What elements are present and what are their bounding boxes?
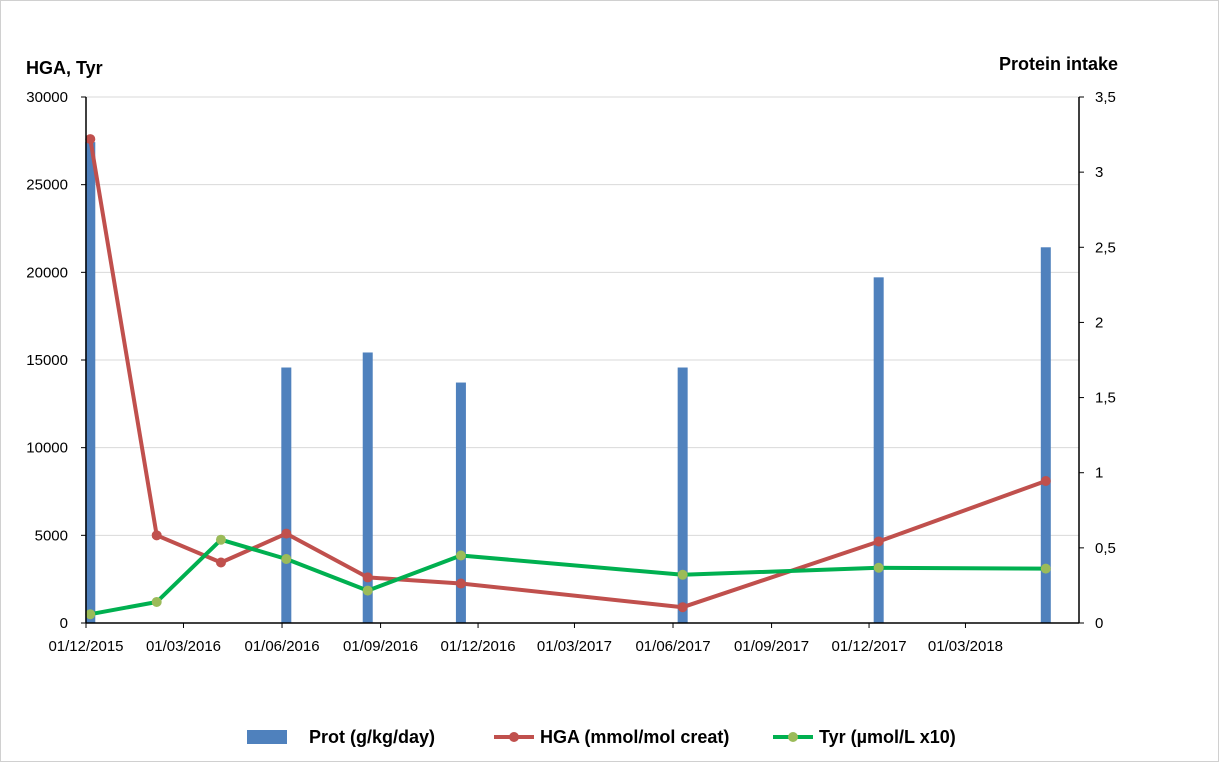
right-axis-tick-label: 2 bbox=[1095, 314, 1103, 331]
x-axis-tick-label: 01/12/2016 bbox=[441, 638, 516, 655]
tyr-point bbox=[281, 554, 292, 565]
left-axis-tick-label: 10000 bbox=[26, 440, 68, 457]
x-axis-tick-label: 01/12/2017 bbox=[832, 638, 907, 655]
left-axis-title: HGA, Tyr bbox=[26, 58, 103, 78]
hga-point bbox=[873, 536, 884, 547]
bar-series-layer bbox=[85, 142, 1051, 624]
tyr-point bbox=[85, 609, 96, 620]
right-axis-title: Protein intake bbox=[999, 54, 1118, 74]
axes: 0 5000 10000 15000 20000 25000 30000 0 0,5 1 1,5 2 2… bbox=[26, 89, 1116, 655]
x-axis-tick-label: 01/06/2017 bbox=[635, 638, 710, 655]
tyr-point bbox=[873, 562, 884, 573]
tyr-point bbox=[362, 585, 373, 596]
x-axis-tick-label: 01/03/2016 bbox=[146, 638, 221, 655]
legend-swatch-bar bbox=[247, 730, 287, 744]
hga-point bbox=[281, 528, 292, 539]
protein-bar bbox=[873, 277, 884, 623]
left-axis-tick-label: 5000 bbox=[35, 527, 68, 544]
legend-swatch-marker bbox=[788, 732, 798, 742]
x-axis-tick-label: 01/09/2017 bbox=[734, 638, 809, 655]
left-axis-tick-label: 25000 bbox=[26, 177, 68, 194]
x-axis-tick-label: 01/03/2018 bbox=[928, 638, 1003, 655]
right-axis-tick-label: 0,5 bbox=[1095, 540, 1116, 557]
right-axis-tick-label: 3,5 bbox=[1095, 89, 1116, 106]
protein-bar bbox=[677, 367, 688, 623]
x-axis-tick-label: 01/03/2017 bbox=[537, 638, 612, 655]
hga-point bbox=[455, 578, 466, 589]
left-axis-tick-label: 20000 bbox=[26, 264, 68, 281]
gridlines bbox=[86, 96, 1079, 536]
protein-bar bbox=[362, 352, 373, 623]
left-axis-tick-label: 15000 bbox=[26, 352, 68, 369]
legend-label: Prot (g/kg/day) bbox=[309, 727, 435, 747]
legend: Prot (g/kg/day) HGA (mmol/mol creat) Tyr (… bbox=[247, 727, 956, 747]
protein-bar bbox=[455, 382, 466, 623]
protein-bar bbox=[85, 142, 96, 624]
x-axis-tick-label: 01/12/2015 bbox=[48, 638, 123, 655]
x-axis-tick-label: 01/09/2016 bbox=[343, 638, 418, 655]
legend-label: HGA (mmol/mol creat) bbox=[540, 727, 729, 747]
hga-point bbox=[151, 530, 162, 541]
tyr-line bbox=[89, 537, 1046, 617]
line-series-layer bbox=[85, 134, 1051, 620]
right-axis-tick-label: 3 bbox=[1095, 164, 1103, 181]
legend-swatch-marker bbox=[509, 732, 519, 742]
right-axis-tick-label: 1 bbox=[1095, 465, 1103, 482]
right-axis-tick-label: 2,5 bbox=[1095, 239, 1116, 256]
tyr-point bbox=[151, 596, 162, 607]
hga-line bbox=[88, 138, 1047, 610]
left-axis-tick-label: 0 bbox=[60, 615, 68, 632]
left-axis-tick-label: 30000 bbox=[26, 89, 68, 106]
hga-point bbox=[362, 572, 373, 583]
hga-point bbox=[677, 602, 688, 613]
right-axis-tick-label: 1,5 bbox=[1095, 390, 1116, 407]
tyr-point bbox=[455, 550, 466, 561]
hga-point bbox=[85, 134, 96, 145]
hga-point bbox=[1040, 475, 1051, 486]
right-axis-tick-label: 0 bbox=[1095, 615, 1103, 632]
hga-point bbox=[215, 557, 226, 568]
tyr-point bbox=[215, 534, 226, 545]
legend-label: Tyr (µmol/L x10) bbox=[819, 727, 956, 747]
tyr-point bbox=[677, 569, 688, 580]
protein-bar bbox=[281, 367, 292, 623]
tyr-point bbox=[1040, 563, 1051, 574]
x-axis-tick-label: 01/06/2016 bbox=[244, 638, 319, 655]
protein-bar bbox=[1040, 247, 1051, 624]
